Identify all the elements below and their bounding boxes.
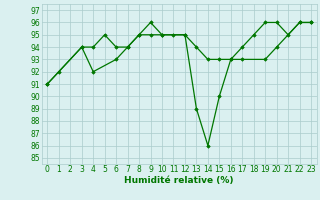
X-axis label: Humidité relative (%): Humidité relative (%) <box>124 176 234 185</box>
